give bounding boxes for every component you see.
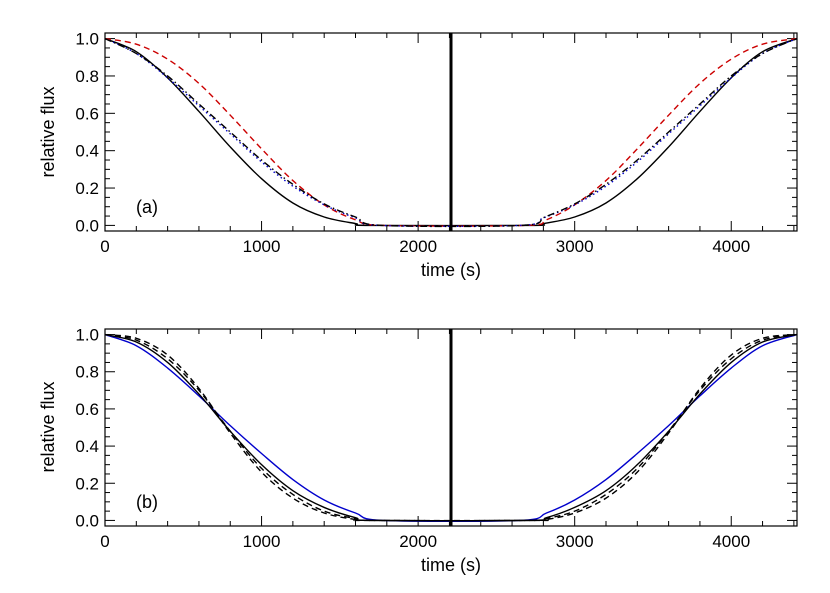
- panel-b-y-tick-label: 0.2: [75, 474, 99, 493]
- panel-b-plot-area: [105, 329, 797, 526]
- panel-a-x-tick-label: 3000: [556, 237, 594, 256]
- panel-a-y-tick-label: 0.0: [75, 216, 99, 235]
- panel-b-x-tick-label: 1000: [243, 532, 281, 551]
- panel-a-x-axis-title: time (s): [421, 260, 481, 280]
- panel-a-y-tick-label: 0.4: [75, 142, 99, 161]
- panel-a-series-line-dotted: [105, 37, 797, 228]
- panel-a-x-tick-label: 0: [100, 237, 109, 256]
- panel-b-y-tick-label: 1.0: [75, 326, 99, 345]
- panel-a-y-tick-label: 0.8: [75, 67, 99, 86]
- panel-a-y-tick-label: 0.2: [75, 179, 99, 198]
- panel-a-frame: [104, 32, 798, 232]
- panel-a-tick-labels: 0 1000 2000 3000 4000 0.0 0.2 0.4 0.6 0.8 1.0: [75, 30, 750, 256]
- panel-a-x-tick-label: 2000: [399, 237, 437, 256]
- panel-b-series-line-dashed: [105, 333, 797, 522]
- panel-a-x-tick-label: 1000: [243, 237, 281, 256]
- panel-a-y-tick-label: 1.0: [75, 30, 99, 49]
- panel-a-tag: (a): [136, 197, 158, 217]
- panel-b-frame: [104, 328, 798, 527]
- panel-b-x-tick-label: 3000: [556, 532, 594, 551]
- panel-a-y-tick-label: 0.6: [75, 104, 99, 123]
- panel-b-y-tick-label: 0.4: [75, 437, 99, 456]
- panel-b-x-axis-title: time (s): [421, 555, 481, 575]
- panel-a-x-tick-label: 4000: [712, 237, 750, 256]
- panel-a-ticks: [104, 33, 797, 231]
- panel-a-plot-area: [105, 33, 797, 231]
- panel-b-y-tick-label: 0.0: [75, 511, 99, 530]
- panel-b-ticks: [104, 329, 797, 526]
- panel-b-x-tick-label: 0: [100, 532, 109, 551]
- panel-b-y-tick-label: 0.6: [75, 400, 99, 419]
- panel-b-y-tick-label: 0.8: [75, 363, 99, 382]
- panel-b-tick-labels: 0 1000 2000 3000 4000 0.0 0.2 0.4 0.6 0.8 1.0: [75, 326, 750, 551]
- panel-b-x-tick-label: 2000: [399, 532, 437, 551]
- panel-a-y-axis-title: relative flux: [38, 86, 58, 177]
- panel-b-y-axis-title: relative flux: [38, 381, 58, 472]
- panel-b-tag: (b): [136, 492, 158, 512]
- panel-b-x-tick-label: 4000: [712, 532, 750, 551]
